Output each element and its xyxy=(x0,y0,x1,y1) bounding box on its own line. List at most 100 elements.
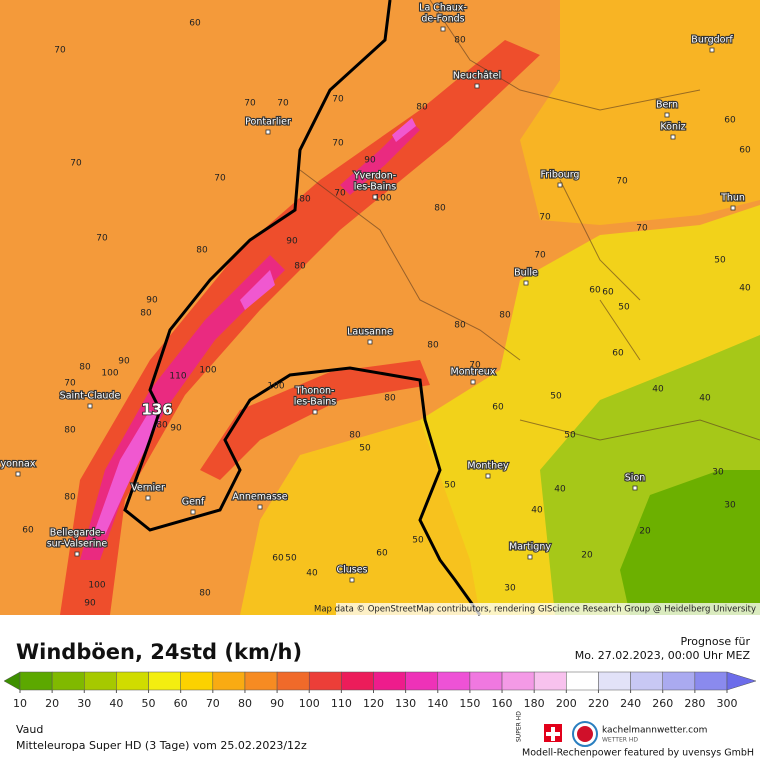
colorbar-label: 50 xyxy=(142,697,156,710)
colorbar-label: 10 xyxy=(13,697,27,710)
colorbar-arrow xyxy=(726,671,757,691)
contour-label: 80 xyxy=(64,426,76,436)
contour-label: 70 xyxy=(70,159,82,169)
place-name: Lausanne xyxy=(347,327,393,338)
contour-label: 80 xyxy=(434,204,446,214)
forecast-time: Mo. 27.02.2023, 00:00 Uhr MEZ xyxy=(575,649,751,662)
colorbar-segment xyxy=(566,671,599,691)
place-name: Bulle xyxy=(514,268,538,279)
place-marker xyxy=(557,182,563,188)
place-name: Monthey xyxy=(467,461,509,472)
contour-label: 70 xyxy=(616,177,628,187)
contour-label: 50 xyxy=(412,536,424,546)
colorbar-label: 20 xyxy=(45,697,59,710)
map xyxy=(0,0,760,616)
colorbar-label: 60 xyxy=(174,697,188,710)
colorbar-segment xyxy=(694,671,728,691)
forecast-label: Prognose für xyxy=(681,635,751,648)
colorbar-label: 70 xyxy=(206,697,220,710)
contour-label: 100 xyxy=(101,369,118,379)
colorbar-label: 240 xyxy=(620,697,641,710)
contour-label: 90 xyxy=(84,599,96,609)
place-marker xyxy=(265,129,271,135)
colorbar-label: 150 xyxy=(459,697,480,710)
colorbar-segment xyxy=(51,671,85,691)
contour-label: 80 xyxy=(416,103,428,113)
place-name: Genf xyxy=(182,497,205,508)
contour-label: 70 xyxy=(469,361,481,371)
colorbar-label: 100 xyxy=(299,697,320,710)
colorbar-label: 120 xyxy=(363,697,384,710)
logo-inner xyxy=(577,726,593,742)
contour-label: 90 xyxy=(146,296,158,306)
contour-label: 100 xyxy=(88,581,105,591)
contour-label: 70 xyxy=(96,234,108,244)
contour-label: 40 xyxy=(554,485,566,495)
contour-label: 90 xyxy=(118,357,130,367)
colorbar-label: 130 xyxy=(395,697,416,710)
contour-label: 110 xyxy=(169,372,186,382)
contour-label: 80 xyxy=(349,431,361,441)
colorbar-segment xyxy=(662,671,696,691)
colorbar-segment xyxy=(19,671,53,691)
contour-label: 80 xyxy=(79,363,91,373)
place-marker xyxy=(440,26,446,32)
colorbar-label: 110 xyxy=(331,697,352,710)
contour-label: 80 xyxy=(64,493,76,503)
colorbar-segment xyxy=(437,671,471,691)
place-marker xyxy=(527,554,533,560)
colorbar-label: 140 xyxy=(427,697,448,710)
place-name: Köniz xyxy=(660,122,685,133)
contour-label: 20 xyxy=(639,527,651,537)
contour-label: 50 xyxy=(564,431,576,441)
contour-label: 30 xyxy=(504,584,516,594)
contour-label: 20 xyxy=(581,551,593,561)
contour-label: 70 xyxy=(214,174,226,184)
place-marker xyxy=(15,471,21,477)
place-marker xyxy=(474,83,480,89)
contour-label: 80 xyxy=(427,341,439,351)
place-marker xyxy=(87,403,93,409)
contour-label: 40 xyxy=(699,394,711,404)
place-marker xyxy=(257,504,263,510)
contour-label: 50 xyxy=(550,392,562,402)
contour-label: 70 xyxy=(539,213,551,223)
colorbar-arrow xyxy=(3,671,21,691)
contour-label: 40 xyxy=(652,385,664,395)
place-name: les-Bains xyxy=(354,182,397,193)
contour-label: 40 xyxy=(739,284,751,294)
place-name: Fribourg xyxy=(541,170,580,181)
attribution: Map data © OpenStreetMap contributors, r… xyxy=(314,605,756,615)
place-name: de-Fonds xyxy=(421,14,464,25)
place-marker xyxy=(485,473,491,479)
place-marker xyxy=(312,409,318,415)
contour-label: 90 xyxy=(364,156,376,166)
place-marker xyxy=(670,134,676,140)
place-name: Thonon- xyxy=(295,386,335,397)
colorbar-label: 40 xyxy=(109,697,123,710)
contour-label: 90 xyxy=(286,237,298,247)
colorbar-segment xyxy=(341,671,374,691)
contour-label: 60 xyxy=(589,286,601,296)
contour-label: 70 xyxy=(277,99,289,109)
place-name: Yverdon- xyxy=(353,171,396,182)
contour-label: 70 xyxy=(54,46,66,56)
contour-label: 80 xyxy=(196,246,208,256)
place-name: Cluses xyxy=(336,565,367,576)
contour-label: 70 xyxy=(636,224,648,234)
place-marker xyxy=(632,485,638,491)
contour-label: 30 xyxy=(724,501,736,511)
contour-label: 60 xyxy=(272,554,284,564)
colorbar-segment xyxy=(212,671,246,691)
place-marker xyxy=(372,194,378,200)
colorbar-segment xyxy=(180,671,214,691)
place-marker xyxy=(470,379,476,385)
place-name: Martigny xyxy=(509,542,551,553)
contour-label: 80 xyxy=(199,589,211,599)
place-name: La Chaux- xyxy=(419,3,467,14)
place-marker xyxy=(523,280,529,286)
contour-label: 60 xyxy=(739,146,751,156)
contour-label: 50 xyxy=(285,554,297,564)
place-marker xyxy=(664,112,670,118)
